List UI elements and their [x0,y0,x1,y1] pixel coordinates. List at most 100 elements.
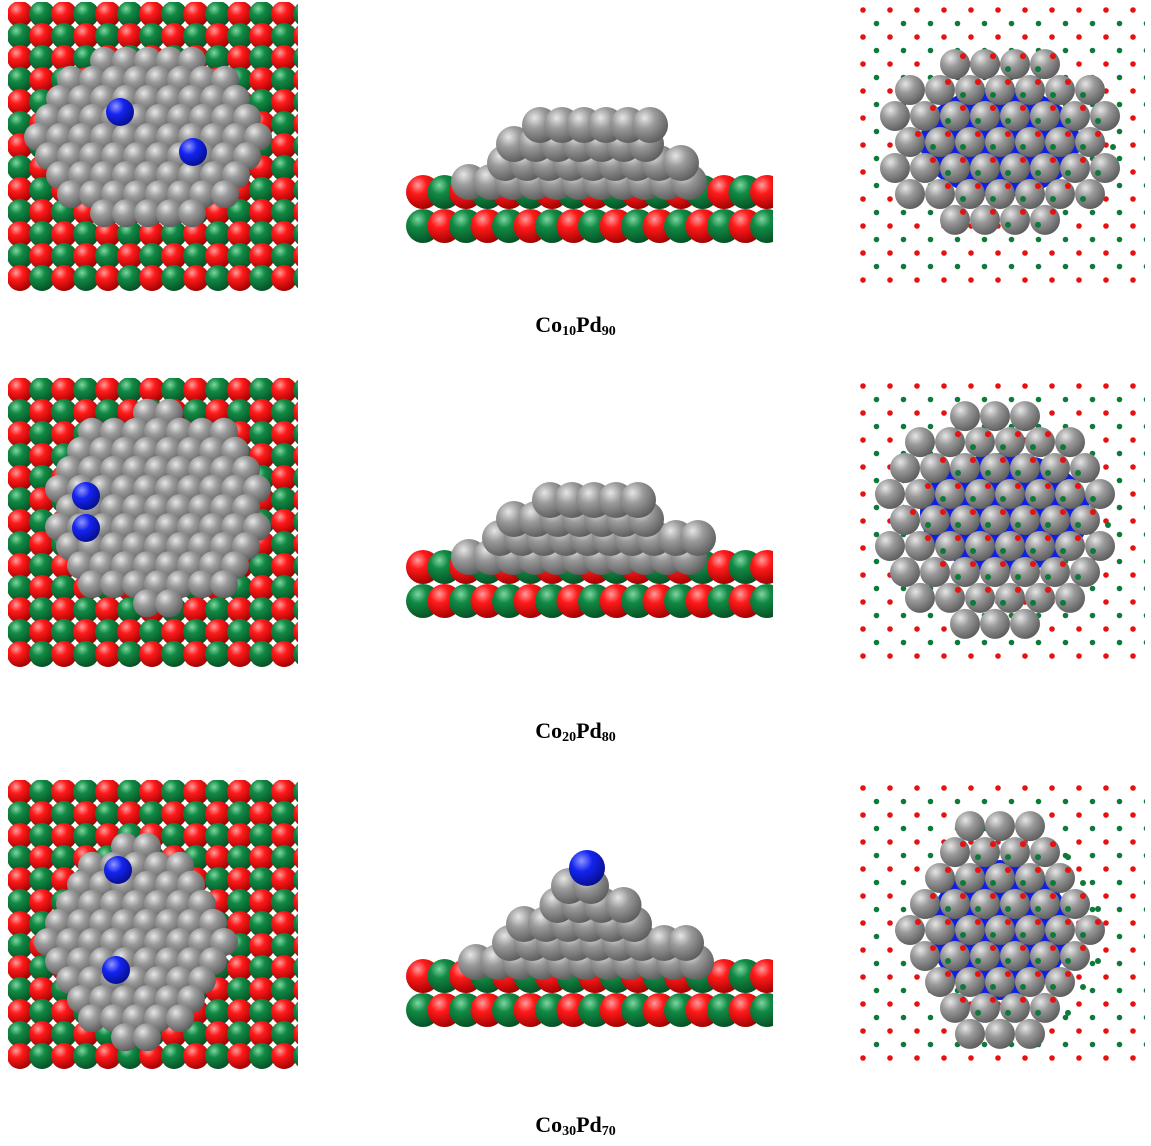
interface-dot-a [941,7,947,13]
interface-dot-a [914,785,920,791]
substrate-atom-b [271,399,297,425]
interface-dot-a [860,1055,866,1061]
substrate-atom-a [51,641,77,667]
interface-dot-a [1022,1055,1028,1061]
substrate-atom-a [293,445,298,467]
interface-dot-a [860,920,866,926]
substrate-atom-a [29,443,55,469]
interface-dot-b [927,798,934,805]
interface-dot-a [914,7,920,13]
interface-dot-a [960,105,966,111]
cluster-atom [133,589,161,618]
cluster-atom [78,1004,106,1033]
interface-dot-b [981,20,988,27]
interface-dot-b [1143,586,1145,591]
interface-dot-a [887,250,893,256]
substrate-atom-b [227,977,253,1003]
interface-dot-a [1049,785,1055,791]
interface-dot-a [1130,974,1136,980]
interface-dot-a [1020,53,1026,60]
substrate-atom-a [271,509,297,535]
interface-dot-a [914,410,920,416]
interface-dot-b [925,522,931,528]
interface-dot-a [968,34,974,40]
interface-dot-a [910,509,916,515]
interface-dot-a [1030,561,1036,567]
substrate-atom-b [8,977,33,1003]
substrate-atom-b [249,421,275,447]
substrate-atom-a [51,45,77,71]
interface-dot-b [1065,118,1071,124]
interface-dot-b [927,423,934,430]
interface-dot-b [1090,548,1096,554]
substrate-atom-b [249,45,275,71]
interface-dot-a [960,157,966,163]
substrate-atom-a [293,577,298,599]
interface-dot-a [990,105,996,111]
interface-dot-b [981,1041,988,1048]
substrate-atom-a [293,891,298,913]
interface-dot-a [930,157,936,163]
cluster-atom [211,180,239,209]
interface-dot-b [1116,450,1123,457]
substrate-atom-b [29,221,55,247]
interface-dot-a [1103,7,1109,13]
cluster-atom [880,153,910,183]
interface-dot-a [1103,893,1109,899]
interface-dot-b [1065,854,1071,861]
cluster-atom [895,179,925,209]
interface-dot-a [860,866,866,872]
substrate-atom-b [73,641,99,667]
substrate-atom-a [51,221,77,247]
cluster-atom [985,1018,1015,1049]
interface-dot-a [975,79,981,85]
interface-dot-a [941,785,947,791]
substrate-atom-a [271,45,297,71]
substrate-atom-a [29,977,55,1003]
substrate-atom-a [183,780,209,805]
substrate-atom-a [117,619,143,645]
interface-dot-b [1045,522,1051,528]
interface-dot-a [1075,483,1081,489]
core-atom [102,956,130,984]
cluster-atom [910,101,940,131]
cluster-atom [1045,863,1075,893]
interface-dot-a [960,945,966,951]
substrate-atom-b [750,209,773,243]
cluster-atom [1060,101,1090,131]
interface-dot-b [1008,263,1015,270]
cluster-atom [970,101,1000,131]
substrate-atom-a [205,619,231,645]
substrate-atom-b [183,801,209,827]
interface-dot-a [1130,1055,1136,1061]
interface-dot-a [1035,919,1041,925]
interface-dot-b [873,155,880,162]
interface-dot-b [1062,612,1069,619]
substrate-atom-a [249,1021,275,1047]
core-atom [106,98,134,126]
cluster-atom [890,505,920,535]
substrate-atom-b [95,619,121,645]
substrate-atom-a [95,597,121,623]
interface-dot-a [940,457,946,463]
cluster-atom [1015,127,1045,157]
interface-dot-a [887,1028,893,1034]
interface-dot-b [873,236,880,243]
interface-dot-b [970,444,976,451]
interface-dot-a [1015,535,1021,541]
cluster-atom [970,889,1000,919]
substrate-atom-a [249,977,275,1003]
substrate-atom-a [293,533,298,555]
substrate-atom-b [73,265,99,291]
substrate-atom-a [8,221,33,247]
interface-dot-b [1110,144,1116,150]
interface-dot-a [1045,586,1051,593]
interface-dot-a [914,974,920,980]
substrate-atom-a [271,955,297,981]
interface-dot-a [1050,893,1056,899]
interface-dot-b [981,639,988,646]
interface-dot-a [1076,974,1082,980]
interface-dot-b [1143,478,1145,483]
substrate-atom-a [205,801,231,827]
substrate-atom-b [271,155,297,181]
